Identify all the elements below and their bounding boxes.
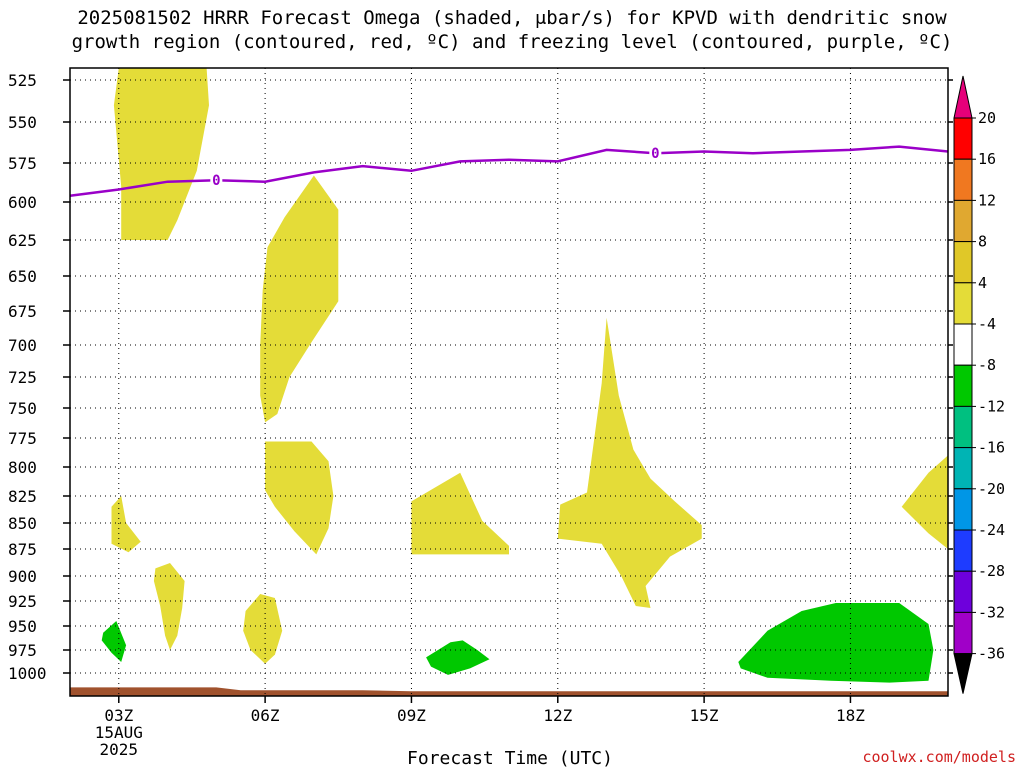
colorbar-box bbox=[953, 117, 973, 160]
y-tick-label: 975 bbox=[8, 641, 37, 660]
freezing-level: 00 bbox=[69, 145, 949, 198]
omega-region-upward-6Z-bottom bbox=[243, 594, 283, 664]
x-tick-label: 03Z bbox=[104, 706, 133, 725]
omega-region-downward-3Z bbox=[101, 621, 127, 662]
colorbar-box bbox=[953, 570, 973, 613]
colorbar-label: 4 bbox=[978, 274, 987, 292]
grid bbox=[70, 68, 948, 696]
x-axis-label: Forecast Time (UTC) bbox=[407, 748, 613, 768]
omega-region-upward-12Z bbox=[557, 317, 702, 608]
y-tick-label: 775 bbox=[8, 429, 37, 448]
y-tick-label: 900 bbox=[8, 567, 37, 586]
omega-region-upward-6Z-upper bbox=[260, 175, 339, 423]
y-tick-label: 650 bbox=[8, 267, 37, 286]
y-tick-label: 550 bbox=[8, 113, 37, 132]
colorbar-label: -8 bbox=[978, 356, 996, 374]
chart-title: 2025081502 HRRR Forecast Omega (shaded, … bbox=[0, 6, 1024, 54]
x-tick-date-label: 15AUG bbox=[95, 723, 143, 742]
colorbar-label: -36 bbox=[978, 645, 1005, 663]
credit-text: coolwx.com/models bbox=[862, 748, 1016, 766]
y-tick-label: 950 bbox=[8, 617, 37, 636]
colorbar-box bbox=[953, 241, 973, 284]
freezing-level-label: 0 bbox=[651, 146, 659, 162]
plot-frame bbox=[69, 67, 949, 697]
y-tick-label: 575 bbox=[8, 154, 37, 173]
y-tick-label: 925 bbox=[8, 592, 37, 611]
omega-region-downward-10Z bbox=[426, 640, 490, 675]
y-tick-label: 750 bbox=[8, 399, 37, 418]
colorbar-box bbox=[953, 488, 973, 531]
freezing-level-line bbox=[69, 145, 949, 198]
colorbar-label: -4 bbox=[978, 315, 996, 333]
omega-region-upward-3Z bbox=[113, 68, 209, 240]
x-tick-label: 09Z bbox=[397, 706, 426, 725]
freezing-level-label-bg bbox=[649, 145, 662, 161]
y-tick-label: 625 bbox=[8, 231, 37, 250]
colorbar-label: 12 bbox=[978, 191, 996, 209]
x-tick-year-label: 2025 bbox=[100, 740, 139, 759]
omega-region-upward-6Z-lower bbox=[265, 441, 334, 555]
y-tick-label: 725 bbox=[8, 368, 37, 387]
y-tick-label: 875 bbox=[8, 540, 37, 559]
colorbar-top-arrow bbox=[953, 75, 973, 119]
chart-title-line1: 2025081502 HRRR Forecast Omega (shaded, … bbox=[77, 7, 947, 29]
omega-region-upward-4Z bbox=[153, 563, 185, 650]
colorbar-label: -16 bbox=[978, 439, 1005, 457]
x-tick-label: 12Z bbox=[543, 706, 572, 725]
omega-region-upward-9Z bbox=[411, 472, 509, 555]
colorbar-box bbox=[953, 611, 973, 655]
freezing-level-label-bg bbox=[210, 172, 223, 188]
y-tick-label: 675 bbox=[8, 302, 37, 321]
omega-region-downward-17Z bbox=[738, 603, 934, 683]
colorbar-label: -12 bbox=[978, 397, 1005, 415]
colorbar-label: 16 bbox=[978, 150, 996, 168]
freezing-level-label: 0 bbox=[212, 173, 220, 189]
omega-regions bbox=[101, 68, 948, 683]
omega-region-upward-3Z-small bbox=[111, 496, 141, 553]
colorbar-box bbox=[953, 529, 973, 572]
colorbar-label: -32 bbox=[978, 603, 1005, 621]
x-tick-label: 18Z bbox=[836, 706, 865, 725]
colorbar: 20 16 12 8 4 -4 -8 -12 -16 -20 -24 -28 -32 -36 bbox=[953, 75, 1005, 694]
y-tick-label: 700 bbox=[8, 336, 37, 355]
colorbar-box bbox=[953, 282, 973, 325]
colorbar-box bbox=[953, 158, 973, 201]
terrain bbox=[70, 687, 948, 696]
y-tick-label: 800 bbox=[8, 458, 37, 477]
colorbar-box bbox=[953, 405, 973, 449]
colorbar-label: -24 bbox=[978, 521, 1005, 539]
colorbar-box bbox=[953, 199, 973, 243]
colorbar-label: 20 bbox=[978, 109, 996, 127]
colorbar-label: -28 bbox=[978, 562, 1005, 580]
y-tick-label: 850 bbox=[8, 514, 37, 533]
x-tick-label: 06Z bbox=[251, 706, 280, 725]
y-tick-label: 600 bbox=[8, 193, 37, 212]
colorbar-box bbox=[953, 447, 973, 490]
colorbar-box bbox=[953, 364, 973, 407]
omega-region-upward-20Z bbox=[901, 455, 948, 549]
colorbar-label: 8 bbox=[978, 233, 987, 251]
colorbar-label: -20 bbox=[978, 480, 1005, 498]
chart-title-line2: growth region (contoured, red, ºC) and f… bbox=[71, 31, 953, 53]
y-tick-label: 525 bbox=[8, 71, 37, 90]
y-tick-label: 1000 bbox=[8, 664, 47, 683]
axes: 525 550 575 600 625 650 675 700 725 750 775 800 825 8… bbox=[8, 67, 953, 759]
colorbar-bottom-arrow bbox=[953, 653, 973, 694]
y-tick-label: 825 bbox=[8, 487, 37, 506]
colorbar-box bbox=[953, 323, 973, 366]
terrain-polygon bbox=[70, 687, 948, 696]
x-tick-label: 15Z bbox=[690, 706, 719, 725]
